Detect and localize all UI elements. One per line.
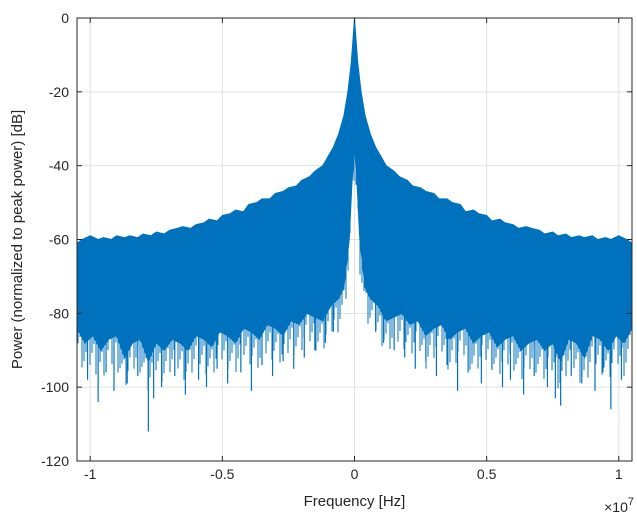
axis-ticks: -1 -0.5 0 0.5 1 0 -20 -40 -60 -80 -100 -120 (41, 10, 632, 482)
y-tick-label: 0 (61, 10, 69, 26)
x-tick-label: 0.5 (477, 466, 497, 482)
x-tick-label: -1 (84, 466, 97, 482)
x-tick-label: -0.5 (210, 466, 234, 482)
x-axis-label: Frequency [Hz] (304, 493, 406, 510)
y-tick-label: -100 (41, 379, 69, 395)
spectrum-area (76, 17, 633, 432)
x-tick-label: 0 (351, 466, 359, 482)
y-tick-label: -60 (49, 232, 69, 248)
y-tick-label: -20 (49, 84, 69, 100)
x-axis-exponent: ×107 (604, 496, 634, 515)
x-tick-label: 1 (615, 466, 623, 482)
y-tick-label: -40 (49, 158, 69, 174)
y-tick-label: -120 (41, 453, 69, 469)
y-tick-label: -80 (49, 305, 69, 321)
y-axis-label: Power (normalized to peak power) [dB] (9, 110, 26, 369)
